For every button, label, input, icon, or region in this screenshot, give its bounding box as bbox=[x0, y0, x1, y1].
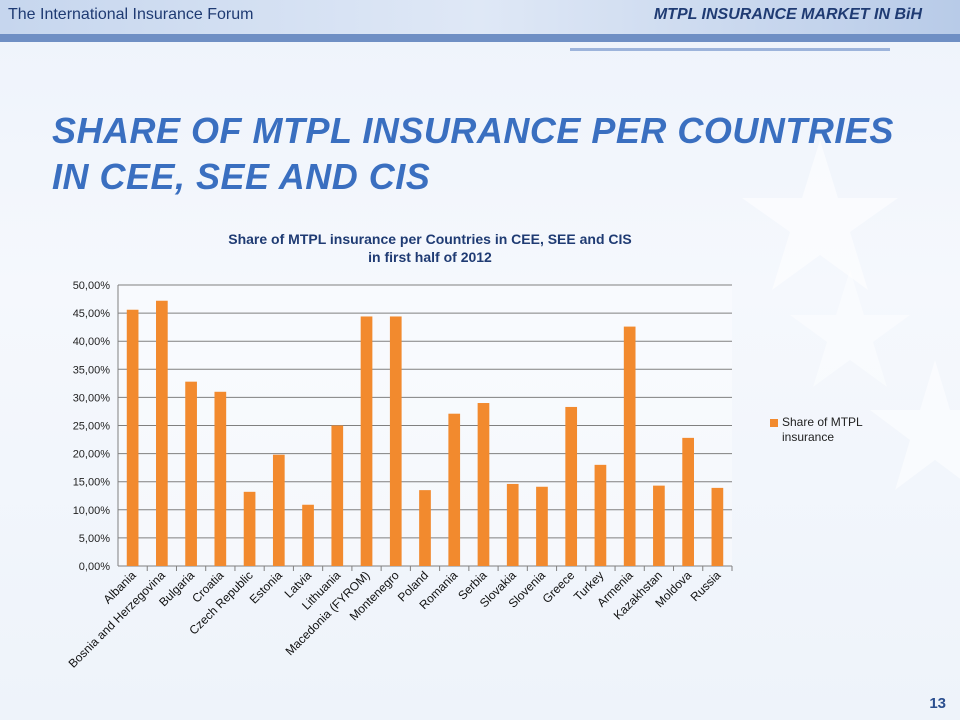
chart-title-line2: in first half of 2012 bbox=[368, 249, 492, 265]
bar bbox=[214, 391, 227, 566]
y-tick-label: 20,00% bbox=[73, 449, 111, 461]
legend-swatch bbox=[770, 419, 778, 427]
bar bbox=[419, 490, 431, 566]
bar bbox=[623, 326, 636, 566]
bar bbox=[682, 437, 694, 566]
star-decoration bbox=[742, 140, 898, 290]
bar bbox=[243, 491, 256, 566]
bar bbox=[185, 381, 197, 566]
bar bbox=[653, 485, 665, 566]
y-tick-label: 30,00% bbox=[73, 392, 111, 404]
bar bbox=[565, 406, 578, 566]
chart-title-line1: Share of MTPL insurance per Countries in… bbox=[228, 231, 632, 247]
x-tick-label: Estonia bbox=[247, 568, 285, 606]
chart-title: Share of MTPL insurance per Countries in… bbox=[150, 230, 710, 266]
x-tick-label: Russia bbox=[688, 568, 724, 604]
bar bbox=[448, 413, 461, 566]
y-tick-label: 40,00% bbox=[73, 336, 111, 348]
y-tick-label: 10,00% bbox=[73, 505, 111, 517]
y-tick-label: 5,00% bbox=[79, 533, 110, 545]
bar bbox=[389, 316, 402, 566]
header-stripe bbox=[0, 34, 960, 42]
slide-title-line2: IN CEE, SEE AND CIS bbox=[52, 156, 431, 197]
star-decoration bbox=[870, 360, 960, 490]
bar bbox=[711, 487, 724, 566]
y-tick-label: 25,00% bbox=[73, 421, 111, 433]
bar bbox=[477, 403, 490, 566]
bar bbox=[360, 316, 373, 566]
y-tick-label: 15,00% bbox=[73, 477, 111, 489]
slide-title: SHARE OF MTPL INSURANCE PER COUNTRIES IN… bbox=[52, 108, 932, 200]
header-band bbox=[0, 0, 960, 34]
page-number: 13 bbox=[929, 695, 946, 712]
y-tick-label: 50,00% bbox=[73, 280, 111, 292]
bar bbox=[536, 486, 548, 566]
x-tick-label: Greece bbox=[540, 568, 578, 606]
y-tick-label: 35,00% bbox=[73, 364, 111, 376]
header-accent-line bbox=[570, 48, 890, 51]
legend-label: Share of MTPL insurance bbox=[782, 415, 863, 444]
bar bbox=[506, 483, 519, 566]
y-tick-label: 0,00% bbox=[79, 561, 110, 573]
star-decoration bbox=[790, 270, 910, 387]
forum-name: The International Insurance Forum bbox=[8, 6, 254, 23]
bar bbox=[594, 464, 607, 566]
bar bbox=[331, 425, 344, 566]
presentation-subject: MTPL INSURANCE MARKET IN BiH bbox=[653, 6, 922, 23]
slide-title-line1: SHARE OF MTPL INSURANCE PER COUNTRIES bbox=[52, 110, 894, 151]
bar bbox=[272, 454, 285, 566]
bar bbox=[156, 300, 168, 566]
bar bbox=[126, 309, 139, 566]
y-tick-label: 45,00% bbox=[73, 308, 111, 320]
bar bbox=[302, 504, 314, 566]
